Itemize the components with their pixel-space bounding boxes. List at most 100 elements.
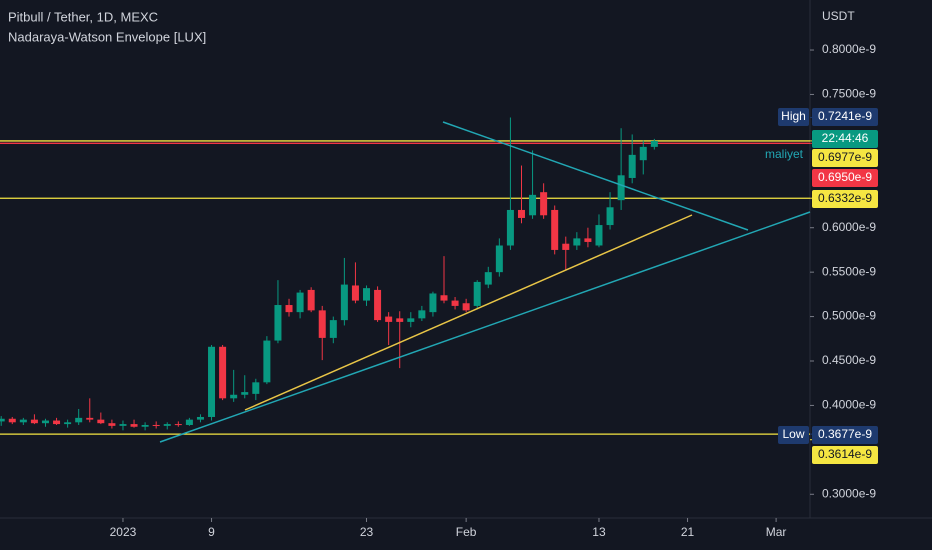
candle-body	[506, 209, 514, 246]
candle-body	[484, 272, 492, 285]
candle-body	[141, 424, 149, 427]
candle-body	[639, 146, 647, 161]
candle-body	[174, 424, 182, 426]
y-tick-label: 0.3000e-9	[822, 486, 876, 500]
marker-name-box	[778, 108, 809, 126]
candle-body	[230, 394, 238, 399]
marker-box	[812, 426, 878, 444]
candle-body	[241, 392, 249, 395]
candle-body	[163, 424, 171, 426]
x-tick-label: 9	[208, 525, 215, 539]
indicator-name: Nadaraya-Watson Envelope [LUX]	[8, 29, 206, 44]
candle-body	[606, 207, 614, 226]
y-tick-label: 0.5000e-9	[822, 309, 876, 323]
marker-box	[812, 108, 878, 126]
candle-body	[252, 382, 260, 394]
y-tick-label: 0.4000e-9	[822, 398, 876, 412]
y-tick-label: 0.6000e-9	[822, 220, 876, 234]
marker-box	[812, 169, 878, 187]
candle-body	[97, 419, 105, 424]
cost-label: maliyet	[765, 147, 804, 161]
candle-body	[429, 293, 437, 313]
candle-body	[584, 238, 592, 242]
candle-body	[19, 419, 27, 423]
marker-name: Low	[782, 427, 804, 441]
countdown-box	[812, 130, 878, 148]
candle-body	[595, 225, 603, 246]
candle-body	[53, 420, 61, 425]
candle-body	[318, 310, 326, 338]
candle-body	[130, 424, 138, 427]
trend-line	[159, 211, 811, 443]
candle-body	[340, 284, 348, 321]
marker-value: 0.6977e-9	[818, 150, 872, 164]
candle-body	[385, 316, 393, 322]
candle-body	[263, 340, 271, 383]
candle-body	[75, 417, 83, 423]
marker-value: 0.3614e-9	[818, 447, 872, 461]
candle-body	[529, 194, 537, 216]
marker-name-box	[778, 426, 809, 444]
candle-body	[418, 310, 426, 319]
candle-body	[363, 288, 371, 301]
candle-body	[374, 289, 382, 321]
chart-title: Pitbull / Tether, 1D, MEXC	[8, 9, 158, 24]
candle-body	[540, 192, 548, 216]
y-tick-label: 0.5500e-9	[822, 264, 876, 278]
candle-body	[185, 419, 193, 425]
candle-body	[86, 417, 94, 420]
candle-body	[407, 318, 415, 322]
candle-body	[41, 420, 49, 424]
candle-body	[108, 423, 116, 426]
marker-box	[812, 190, 878, 208]
candle-body	[462, 303, 470, 311]
candle-body	[64, 422, 72, 425]
axis-unit: USDT	[822, 9, 855, 23]
candle-body	[396, 318, 404, 322]
candle-body	[274, 305, 282, 341]
candle-body	[451, 300, 459, 306]
x-tick-label: 13	[592, 525, 606, 539]
x-tick-label: 2023	[110, 525, 137, 539]
candle-body	[0, 418, 5, 422]
candle-body	[30, 419, 38, 424]
candle-body	[329, 320, 337, 338]
y-tick-label: 0.4500e-9	[822, 353, 876, 367]
x-tick-label: Feb	[456, 525, 477, 539]
candle-body	[351, 285, 359, 301]
marker-box	[812, 446, 878, 464]
candle-body	[517, 209, 525, 218]
candle-body	[573, 238, 581, 246]
candles	[0, 117, 810, 435]
candle-body	[473, 281, 481, 306]
candle-body	[562, 243, 570, 250]
candle-body	[8, 418, 16, 423]
y-tick-label: 0.8000e-9	[822, 42, 876, 56]
trend-line	[442, 121, 749, 231]
candle-body	[296, 292, 304, 313]
marker-box	[812, 149, 878, 167]
x-tick-label: Mar	[766, 525, 787, 539]
candle-body	[440, 295, 448, 301]
candle-body	[628, 154, 636, 178]
candle-body	[650, 140, 658, 147]
marker-value: 0.6950e-9	[818, 170, 872, 184]
candle-body	[551, 209, 559, 250]
x-tick-label: 21	[681, 525, 695, 539]
candle-body	[152, 424, 160, 426]
countdown: 22:44:46	[822, 131, 869, 145]
candle-body	[208, 346, 216, 417]
candle-body	[307, 289, 315, 311]
candle-body	[495, 245, 503, 273]
marker-value: 0.7241e-9	[818, 109, 872, 123]
marker-value: 0.3677e-9	[818, 427, 872, 441]
candle-body	[196, 416, 204, 420]
x-tick-label: 23	[360, 525, 374, 539]
marker-name: High	[781, 109, 806, 123]
y-tick-label: 0.7500e-9	[822, 87, 876, 101]
candle-body	[119, 424, 127, 426]
marker-value: 0.6332e-9	[818, 191, 872, 205]
candle-body	[285, 305, 293, 313]
